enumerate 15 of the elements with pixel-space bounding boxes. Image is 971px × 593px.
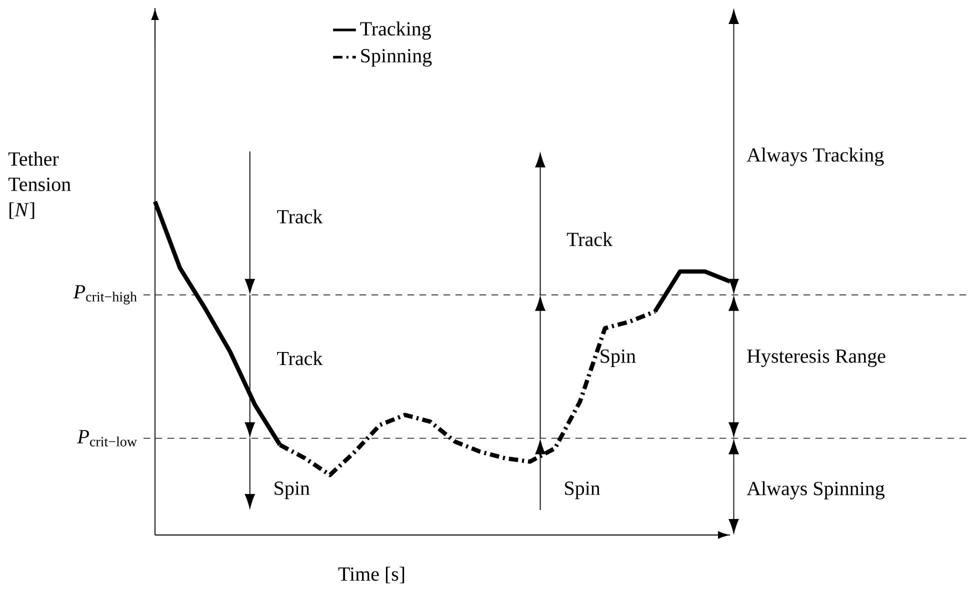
annotation: Track	[277, 351, 323, 366]
x-axis-title: Time [s]	[338, 566, 404, 584]
legend-label: Spinning	[361, 49, 432, 67]
annotation: Track	[277, 209, 323, 224]
annotation: Spin	[565, 482, 600, 500]
annotation: Spin	[600, 349, 636, 367]
text: Hysteresis Range	[747, 349, 886, 367]
ref-line-label: P$_{crit−low}$	[77, 430, 137, 446]
text: Always Spinning	[746, 481, 885, 500]
ref-line-label: P$_{crit−high}$	[73, 285, 137, 304]
legend-label: Tracking	[360, 22, 431, 40]
annotation: Spin	[274, 482, 310, 500]
text: Always Tracking	[746, 148, 884, 166]
y-axis-title: Tether Tension [N]	[8, 152, 71, 219]
annotation: Track	[566, 232, 613, 246]
